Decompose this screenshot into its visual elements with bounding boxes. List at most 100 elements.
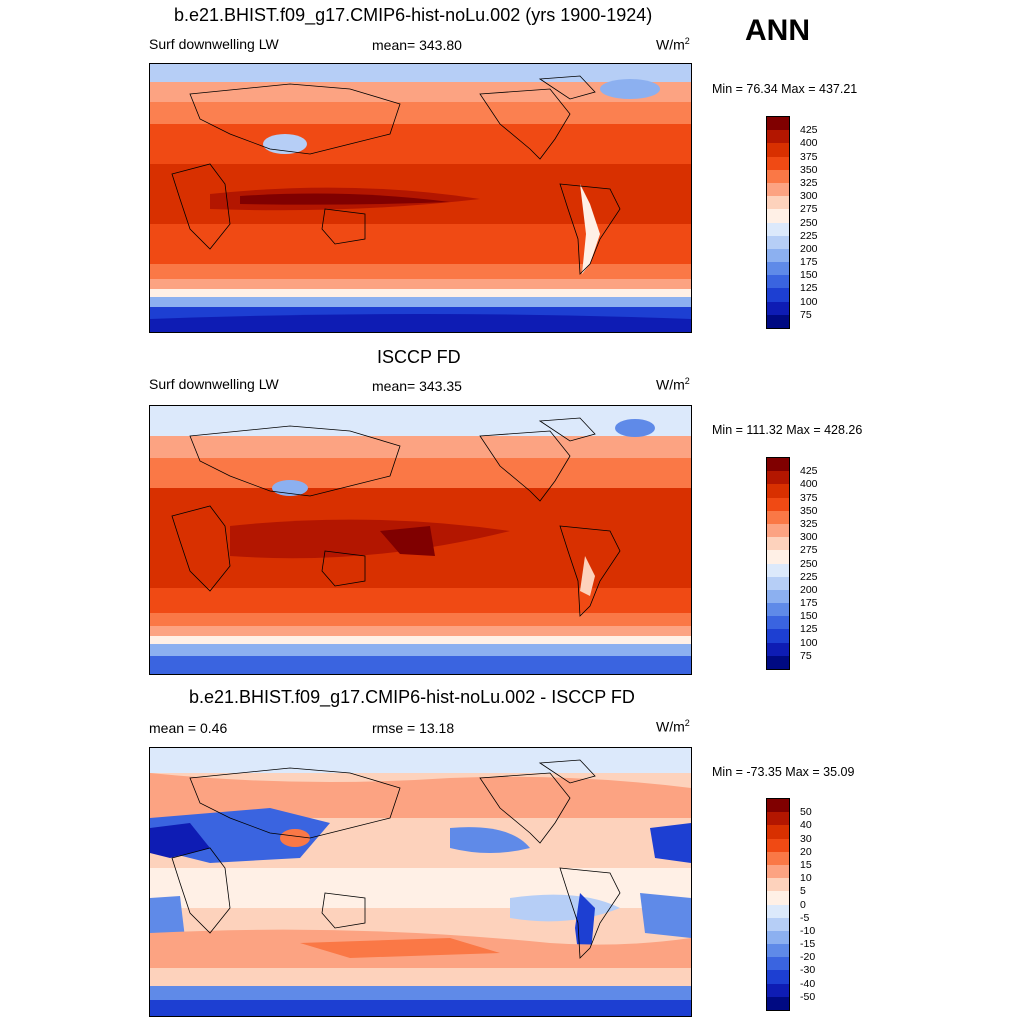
- colorbar-swatch: [767, 484, 789, 498]
- colorbar: [766, 798, 790, 1011]
- colorbar-swatch: [767, 156, 789, 170]
- colorbar-swatch: [767, 996, 789, 1010]
- colorbar-tick-label: 375: [800, 150, 818, 163]
- colorbar-tick-label: -15: [800, 938, 816, 951]
- colorbar-tick-label: 375: [800, 491, 818, 504]
- panel-title: b.e21.BHIST.f09_g17.CMIP6-hist-noLu.002 …: [189, 687, 635, 707]
- colorbar-swatch: [767, 458, 789, 472]
- colorbar-swatch: [767, 169, 789, 183]
- colorbar-tick-label: 300: [800, 531, 818, 544]
- colorbar-swatch: [767, 576, 789, 590]
- colorbar-swatch: [767, 182, 789, 197]
- variable-label: Surf downwelling LW: [149, 36, 279, 52]
- colorbar-tick-label: 50: [800, 806, 812, 819]
- colorbar-tick-label: 0: [800, 898, 806, 911]
- colorbar-tick-label: 250: [800, 216, 818, 229]
- colorbar-swatch: [767, 248, 789, 263]
- map-field-svg: [150, 64, 691, 332]
- colorbar-tick-label: -20: [800, 951, 816, 964]
- colorbar-tick-label: 350: [800, 163, 818, 176]
- colorbar-swatch: [767, 812, 789, 826]
- colorbar-tick-label: 425: [800, 465, 818, 478]
- colorbar-tick-label: 200: [800, 242, 818, 255]
- colorbar-swatch: [767, 799, 789, 813]
- map-field: [149, 405, 692, 675]
- colorbar-swatch: [767, 957, 789, 971]
- colorbar-tick-label: 275: [800, 203, 818, 216]
- colorbar-swatch: [767, 262, 789, 276]
- colorbar-tick-label: 150: [800, 610, 818, 623]
- mean-label: mean= 343.80: [372, 37, 462, 53]
- colorbar-tick-label: -5: [800, 911, 810, 924]
- colorbar-tick-label: 100: [800, 295, 818, 308]
- colorbar-tick-label: 125: [800, 623, 818, 636]
- min-max-label: Min = 111.32 Max = 428.26: [712, 423, 863, 437]
- colorbar-swatch: [767, 130, 789, 144]
- colorbar-tick-label: 20: [800, 845, 812, 858]
- colorbar-tick-label: 325: [800, 517, 818, 530]
- colorbar-tick-label: 75: [800, 649, 812, 662]
- colorbar: [766, 116, 790, 329]
- colorbar-tick-label: -40: [800, 977, 816, 990]
- colorbar-swatch: [767, 222, 789, 236]
- colorbar-swatch: [767, 563, 789, 577]
- colorbar-tick-label: 325: [800, 176, 818, 189]
- colorbar-swatch: [767, 537, 789, 551]
- unit-label: W/m2: [656, 376, 690, 393]
- colorbar-swatch: [767, 983, 789, 997]
- colorbar: [766, 457, 790, 670]
- colorbar-swatch: [767, 642, 789, 656]
- colorbar-tick-label: -50: [800, 990, 816, 1003]
- colorbar-swatch: [767, 589, 789, 604]
- colorbar-tick-label: 275: [800, 544, 818, 557]
- colorbar-swatch: [767, 603, 789, 617]
- colorbar-swatch: [767, 944, 789, 958]
- colorbar-tick-label: 425: [800, 124, 818, 137]
- colorbar-swatch: [767, 970, 789, 984]
- colorbar-swatch: [767, 497, 789, 511]
- colorbar-swatch: [767, 616, 789, 630]
- variable-label: Surf downwelling LW: [149, 376, 279, 392]
- colorbar-swatch: [767, 314, 789, 328]
- colorbar-swatch: [767, 143, 789, 157]
- colorbar-tick-label: 300: [800, 190, 818, 203]
- colorbar-swatch: [767, 523, 789, 538]
- colorbar-swatch: [767, 235, 789, 249]
- rmse-label: rmse = 13.18: [372, 720, 455, 736]
- colorbar-swatch: [767, 301, 789, 315]
- colorbar-swatch: [767, 550, 789, 564]
- colorbar-tick-label: 350: [800, 504, 818, 517]
- unit-label: W/m2: [656, 36, 690, 53]
- map-field: [149, 747, 692, 1017]
- colorbar-tick-label: -30: [800, 964, 816, 977]
- colorbar-tick-label: 225: [800, 570, 818, 583]
- colorbar-swatch: [767, 917, 789, 931]
- colorbar-swatch: [767, 629, 789, 643]
- colorbar-tick-label: 175: [800, 256, 818, 269]
- colorbar-tick-label: 5: [800, 885, 806, 898]
- colorbar-tick-label: 75: [800, 308, 812, 321]
- min-max-label: Min = 76.34 Max = 437.21: [712, 82, 858, 96]
- map-field: [149, 63, 692, 333]
- colorbar-swatch: [767, 878, 789, 892]
- colorbar-tick-label: 225: [800, 229, 818, 242]
- colorbar-swatch: [767, 288, 789, 302]
- colorbar-swatch: [767, 851, 789, 865]
- colorbar-swatch: [767, 904, 789, 918]
- colorbar-swatch: [767, 838, 789, 852]
- season-label: ANN: [745, 14, 810, 47]
- colorbar-swatch: [767, 655, 789, 669]
- mean-diff-label: mean = 0.46: [149, 720, 228, 736]
- colorbar-tick-label: 400: [800, 478, 818, 491]
- colorbar-tick-label: 175: [800, 597, 818, 610]
- colorbar-swatch: [767, 930, 789, 945]
- colorbar-tick-label: 100: [800, 636, 818, 649]
- panel-title: b.e21.BHIST.f09_g17.CMIP6-hist-noLu.002 …: [174, 5, 653, 25]
- map-field-svg: [150, 748, 691, 1016]
- colorbar-swatch: [767, 510, 789, 524]
- colorbar-swatch: [767, 825, 789, 839]
- mean-label: mean= 343.35: [372, 378, 462, 394]
- colorbar-tick-label: 150: [800, 269, 818, 282]
- min-max-label: Min = -73.35 Max = 35.09: [712, 765, 855, 779]
- colorbar-tick-label: 30: [800, 832, 812, 845]
